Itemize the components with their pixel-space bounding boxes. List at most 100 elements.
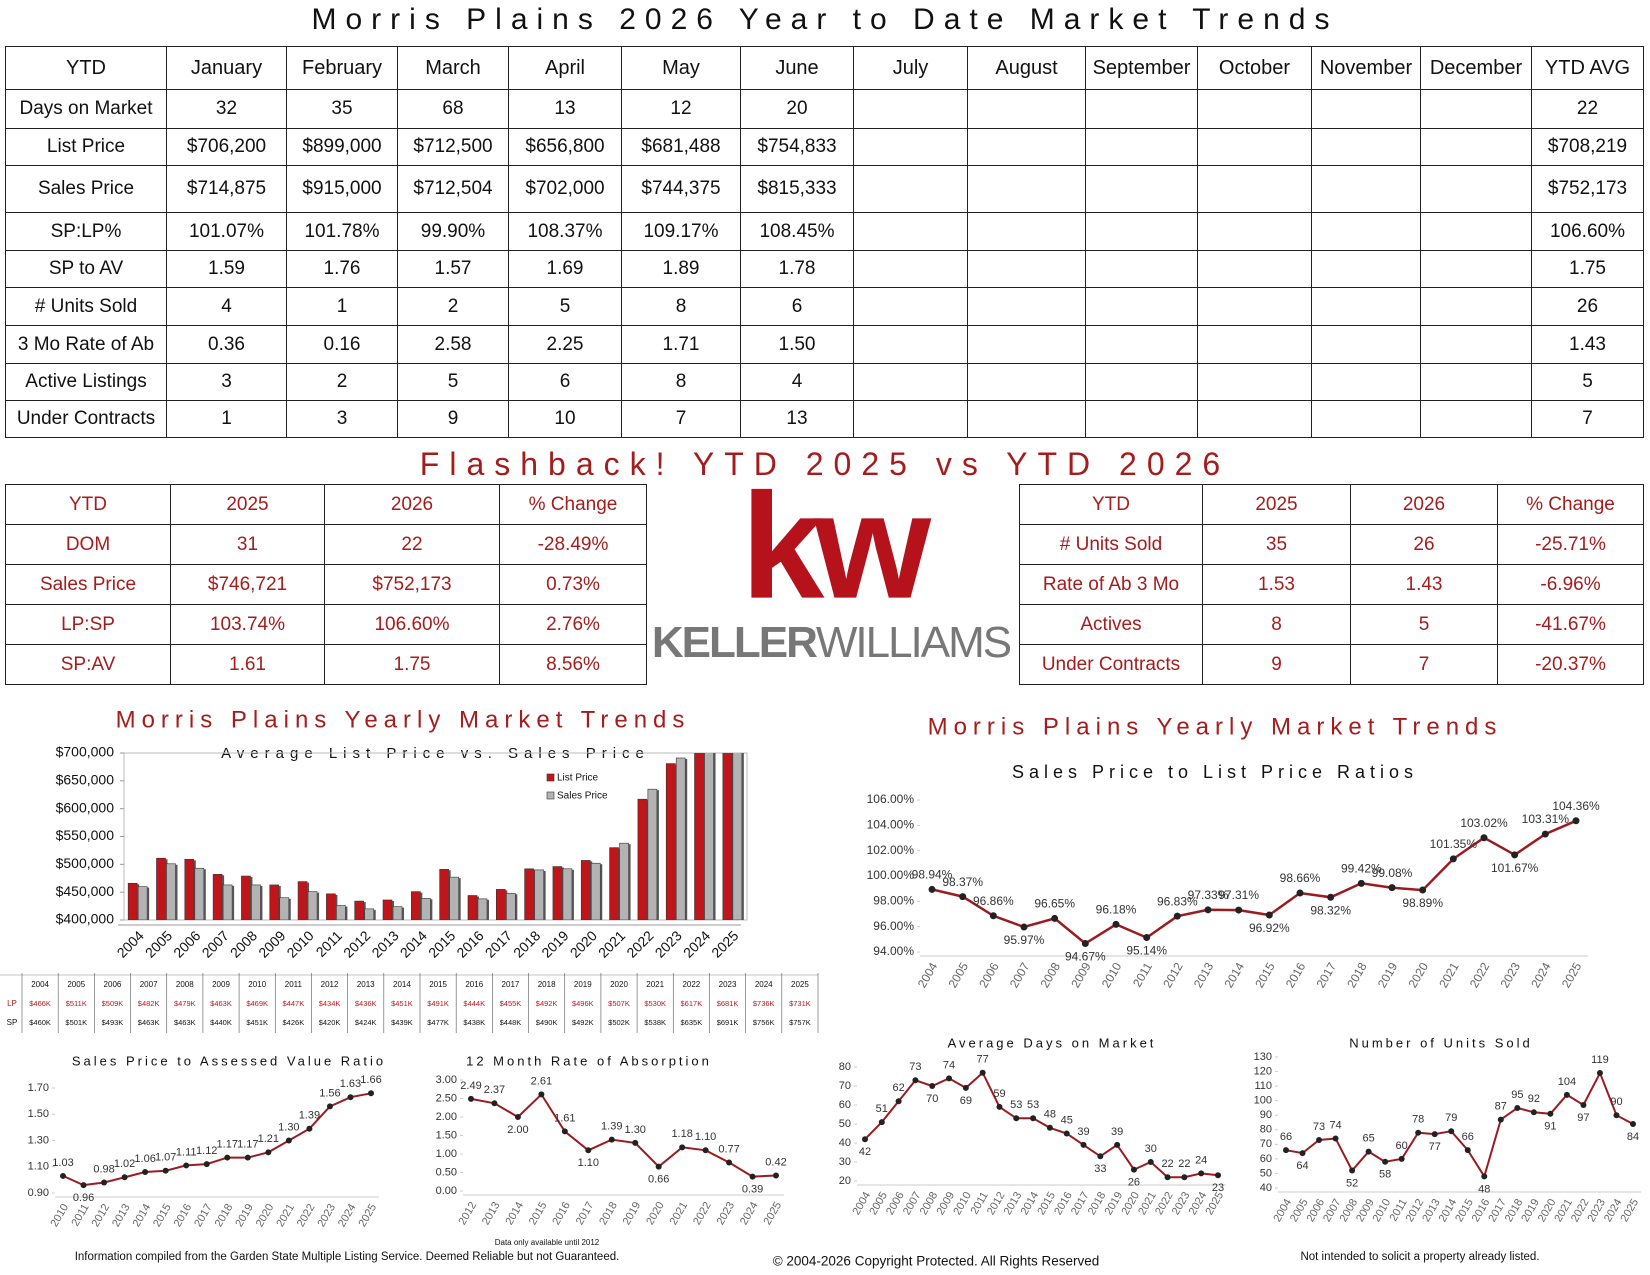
cell: 0.36 xyxy=(166,325,287,364)
table-row: Active Listings 3 2 5 6 8 4 5 xyxy=(5,363,1644,401)
table-value: $493K xyxy=(102,1018,124,1027)
cell: 99.90% xyxy=(397,212,509,251)
x-tick-label: 2012 xyxy=(90,1202,113,1229)
x-tick-label: 2013 xyxy=(110,1202,133,1229)
empty-cell xyxy=(1311,212,1421,251)
y-tick-label: 0.90 xyxy=(28,1187,49,1199)
x-tick-label: 2010 xyxy=(951,1190,974,1217)
y-tick-label: 2.00 xyxy=(436,1111,457,1123)
data-label: 73 xyxy=(909,1061,921,1073)
table-year: 2025 xyxy=(791,980,809,989)
x-tick-label: 2015 xyxy=(1252,960,1278,990)
data-label: 52 xyxy=(1346,1177,1358,1189)
data-label: 1.12 xyxy=(196,1145,217,1157)
data-label: 104 xyxy=(1558,1076,1576,1088)
x-tick-label: 2020 xyxy=(254,1202,277,1229)
table-row: Sales Price $746,721 $752,173 0.73% xyxy=(5,564,647,605)
point xyxy=(1448,1128,1455,1135)
table-row: # Units Sold 35 26 -25.71% xyxy=(1019,524,1644,565)
point xyxy=(1514,1104,1521,1111)
avg-cell: $708,219 xyxy=(1531,128,1644,166)
empty-cell xyxy=(1311,325,1421,364)
data-label: 62 xyxy=(892,1082,904,1094)
bar xyxy=(212,874,223,920)
y-tick-label: 60 xyxy=(839,1099,851,1111)
cell: $712,500 xyxy=(397,128,509,166)
table-value: $444K xyxy=(463,999,485,1008)
x-tick-label: 2020 xyxy=(644,1200,667,1227)
x-tick-label: 2019 xyxy=(621,1200,644,1227)
bar xyxy=(336,905,346,920)
point xyxy=(285,1137,292,1144)
cell: 2.76% xyxy=(499,604,647,645)
header-cell: June xyxy=(740,46,854,90)
data-label: 74 xyxy=(1329,1119,1341,1131)
table-row: Under Contracts 1 3 9 10 7 13 7 xyxy=(5,400,1644,438)
row-label: Active Listings xyxy=(5,363,167,401)
table-value: $420K xyxy=(319,1018,341,1027)
data-label: 22 xyxy=(1178,1158,1190,1170)
x-tick-label: 2014 xyxy=(131,1202,154,1229)
header-cell: December xyxy=(1420,46,1532,90)
data-label: 1.06 xyxy=(134,1153,155,1165)
point xyxy=(121,1174,128,1181)
data-label: 103.02% xyxy=(1460,816,1508,830)
line xyxy=(931,819,1577,946)
data-label: 39 xyxy=(1111,1126,1123,1138)
y-tick-label: 40 xyxy=(1260,1182,1272,1194)
bar-side xyxy=(402,907,405,920)
point xyxy=(1097,1153,1104,1160)
point xyxy=(347,1094,354,1101)
cell: $752,173 xyxy=(324,564,500,605)
header-cell: YTD AVG xyxy=(1531,46,1644,90)
cell: 8 xyxy=(621,287,741,326)
table-value: $479K xyxy=(174,999,196,1008)
data-label: 65 xyxy=(1362,1133,1374,1145)
footer-right: Not intended to solicit a property alrea… xyxy=(1300,1251,1539,1263)
data-label: 0.77 xyxy=(718,1143,739,1155)
bar xyxy=(269,884,280,920)
point xyxy=(912,1077,919,1084)
table-year: 2018 xyxy=(538,980,556,989)
table-year: 2013 xyxy=(357,980,375,989)
y-tick-label: 3.00 xyxy=(436,1074,457,1086)
point xyxy=(946,1075,953,1082)
data-label: 78 xyxy=(1412,1114,1424,1126)
table-year: 2005 xyxy=(67,980,85,989)
x-tick-label: 2014 xyxy=(397,927,430,960)
table-value: $538K xyxy=(644,1018,666,1027)
data-label: 97.31% xyxy=(1218,888,1259,902)
cell: 35 xyxy=(1202,524,1351,565)
data-label: 1.56 xyxy=(319,1087,340,1099)
logo-williams: WILLIAMS xyxy=(816,618,1011,667)
data-label: 77 xyxy=(977,1054,989,1066)
point xyxy=(1198,1170,1205,1177)
empty-cell xyxy=(1311,363,1421,401)
data-label: 66 xyxy=(1462,1131,1474,1143)
bar xyxy=(241,875,251,920)
table-value: $439K xyxy=(391,1018,413,1027)
empty-cell xyxy=(967,250,1086,288)
cell: 1.69 xyxy=(508,250,622,288)
y-tick-label: 1.70 xyxy=(28,1082,49,1094)
cell: 1.59 xyxy=(166,250,287,288)
point xyxy=(895,1098,902,1105)
data-label: 1.18 xyxy=(671,1128,692,1140)
data-label: 0.66 xyxy=(648,1173,669,1185)
bar-side xyxy=(288,898,291,920)
x-tick-label: 2024 xyxy=(738,1200,761,1227)
table-value: $438K xyxy=(463,1018,485,1027)
cell: 1 xyxy=(286,287,398,326)
data-label: 30 xyxy=(1145,1143,1157,1155)
data-label: 22 xyxy=(1161,1158,1173,1170)
data-label: 96.65% xyxy=(1034,897,1075,911)
empty-cell xyxy=(1197,89,1312,129)
avg-cell: 26 xyxy=(1531,287,1644,326)
point xyxy=(1235,906,1243,914)
x-tick-label: 2018 xyxy=(510,927,543,960)
x-tick-label: 2004 xyxy=(114,927,147,960)
chart-title: Morris Plains Yearly Market Trends xyxy=(116,706,691,733)
x-tick-label: 2013 xyxy=(1191,960,1217,990)
y-tick-label: 96.00% xyxy=(873,919,914,933)
point xyxy=(1530,1109,1537,1116)
